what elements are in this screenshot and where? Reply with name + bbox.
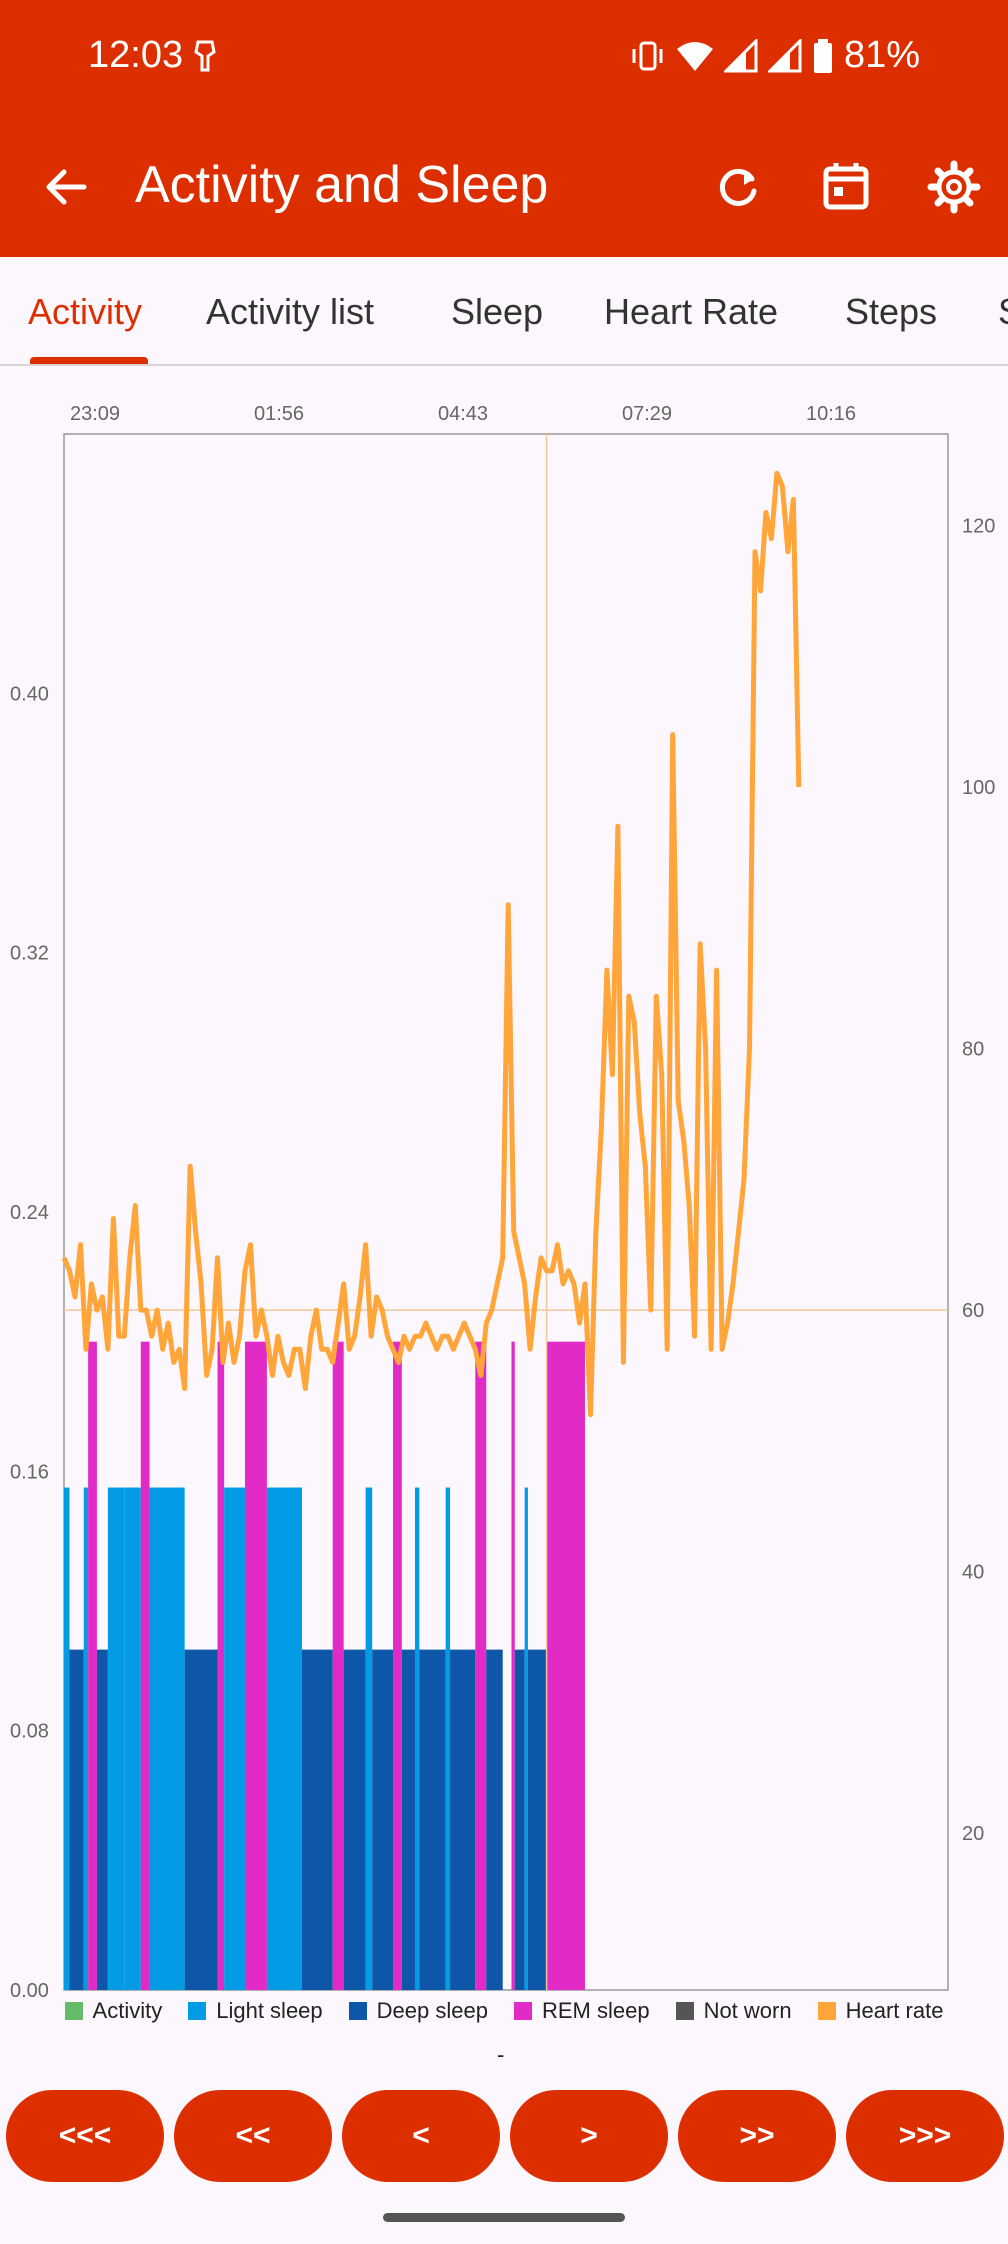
legend-swatch xyxy=(188,2002,207,2020)
deep-sleep-bar xyxy=(401,1649,415,1990)
chart-description: - xyxy=(497,2042,505,2067)
legend-swatch xyxy=(675,2002,694,2020)
activity-sleep-chart[interactable]: 23:09 01:56 04:43 07:29 10:16 0.00 0.08 0.16 0.2… xyxy=(0,364,1008,2044)
left-axis-tick-label: 0.32 xyxy=(10,943,49,965)
light-sleep-bar xyxy=(83,1487,89,1990)
tab-bar: Activity Activity list Sleep Heart Rate … xyxy=(0,257,1008,366)
status-icons: 81% xyxy=(630,34,920,77)
chart-svg[interactable]: 23:09 01:56 04:43 07:29 10:16 0.00 0.08 0.16 0.2… xyxy=(0,364,1008,2044)
signal-icon-2 xyxy=(767,38,802,72)
refresh-icon[interactable] xyxy=(708,157,768,217)
wifi-icon xyxy=(676,41,713,71)
x-tick-label: 10:16 xyxy=(806,403,856,425)
rem-sleep-bar xyxy=(140,1341,150,1990)
deep-sleep-bar xyxy=(527,1649,547,1990)
battery-percent: 81% xyxy=(843,34,920,76)
prev-far-button[interactable]: <<< xyxy=(6,2090,164,2182)
status-time: 12:03 xyxy=(88,34,184,76)
tab-sleep[interactable]: Sleep xyxy=(451,291,544,332)
legend-heart-rate: Heart rate xyxy=(817,1993,943,2029)
deep-sleep-bar xyxy=(372,1649,394,1990)
calendar-icon[interactable] xyxy=(816,157,876,217)
left-axis-tick-label: 0.00 xyxy=(10,1980,49,2002)
deep-sleep-bar xyxy=(486,1649,503,1990)
next-button[interactable]: > xyxy=(510,2090,668,2182)
rem-sleep-bar xyxy=(332,1341,344,1990)
tab-steps[interactable]: Steps xyxy=(845,291,938,332)
x-tick-label: 01:56 xyxy=(254,403,304,425)
page-title: Activity and Sleep xyxy=(135,156,549,214)
vibrate-icon xyxy=(632,41,663,70)
legend-rem-sleep: REM sleep xyxy=(513,1993,650,2029)
light-sleep-bar xyxy=(149,1487,185,1990)
deep-sleep-bar xyxy=(184,1649,218,1990)
tab-overflow[interactable]: S xyxy=(998,291,1008,333)
legend-swatch xyxy=(64,2002,83,2020)
legend-activity: Activity xyxy=(64,1993,162,2029)
deep-sleep-bar xyxy=(96,1649,108,1990)
settings-icon[interactable] xyxy=(924,157,984,217)
deep-sleep-bar xyxy=(419,1649,446,1990)
light-sleep-bar xyxy=(524,1487,528,1990)
tab-heart-rate[interactable]: Heart Rate xyxy=(604,291,779,332)
deep-sleep-bar xyxy=(343,1649,366,1990)
light-sleep-bar xyxy=(414,1487,420,1990)
legend-deep-sleep: Deep sleep xyxy=(348,1993,488,2029)
deep-sleep-bar xyxy=(69,1649,84,1990)
status-bar: 12:03 81% xyxy=(0,0,1008,115)
light-sleep-bar xyxy=(365,1487,373,1990)
deep-sleep-bar xyxy=(450,1649,476,1990)
light-sleep-bar xyxy=(124,1487,141,1990)
prev-button[interactable]: < xyxy=(342,2090,500,2182)
heart-rate-line xyxy=(61,470,802,1418)
right-axis-tick-label: 40 xyxy=(962,1562,984,1584)
home-indicator[interactable] xyxy=(383,2213,625,2222)
right-axis-tick-label: 120 xyxy=(962,516,995,538)
next-more-button[interactable]: >> xyxy=(678,2090,836,2182)
tab-activity[interactable]: Activity xyxy=(28,291,143,332)
rem-sleep-bar xyxy=(244,1341,267,1990)
left-axis-tick-label: 0.40 xyxy=(10,683,49,705)
signal-icon xyxy=(723,38,758,72)
rem-sleep-bar xyxy=(217,1341,225,1990)
legend-light-sleep: Light sleep xyxy=(188,1993,323,2029)
prev-more-button[interactable]: << xyxy=(174,2090,332,2182)
x-tick-label: 07:29 xyxy=(622,403,672,425)
light-sleep-bar xyxy=(107,1487,125,1990)
right-axis-tick-label: 100 xyxy=(962,777,995,799)
left-axis-tick-label: 0.16 xyxy=(10,1461,49,1483)
light-sleep-bar xyxy=(266,1487,302,1990)
right-axis-tick-label: 80 xyxy=(962,1039,984,1061)
left-axis-tick-label: 0.08 xyxy=(10,1721,49,1743)
rem-sleep-bar xyxy=(393,1341,402,1990)
chart-legend: Activity Light sleep Deep sleep REM slee… xyxy=(0,1993,1008,2029)
back-arrow-icon[interactable] xyxy=(36,157,96,217)
x-tick-label: 23:09 xyxy=(70,403,120,425)
x-tick-label: 04:43 xyxy=(438,403,488,425)
tab-activity-list[interactable]: Activity list xyxy=(206,291,375,332)
rem-sleep-bar xyxy=(88,1341,97,1990)
deep-sleep-bar xyxy=(514,1649,525,1990)
plot-frame xyxy=(63,433,949,1991)
right-axis-tick-label: 60 xyxy=(962,1300,984,1322)
deep-sleep-bar xyxy=(302,1649,333,1990)
navigation-buttons: <<< << < > >> >>> xyxy=(0,2090,1008,2182)
light-sleep-bar xyxy=(64,1487,70,1990)
legend-swatch xyxy=(513,2002,532,2020)
rem-sleep-bar xyxy=(511,1341,515,1990)
battery-icon xyxy=(813,38,832,73)
light-sleep-bar xyxy=(224,1487,245,1990)
next-far-button[interactable]: >>> xyxy=(846,2090,1004,2182)
right-axis-tick-label: 20 xyxy=(962,1823,984,1845)
light-sleep-bar xyxy=(445,1487,451,1990)
left-axis-tick-label: 0.24 xyxy=(10,1202,49,1224)
legend-swatch xyxy=(817,2002,836,2020)
app-bar: Activity and Sleep xyxy=(0,115,1008,257)
rem-sleep-bar xyxy=(475,1341,487,1990)
fitness-icon xyxy=(194,40,216,72)
legend-not-worn: Not worn xyxy=(675,1993,792,2029)
tab-indicator xyxy=(30,357,148,364)
rem-sleep-bar xyxy=(546,1341,585,1990)
legend-swatch xyxy=(348,2002,367,2020)
